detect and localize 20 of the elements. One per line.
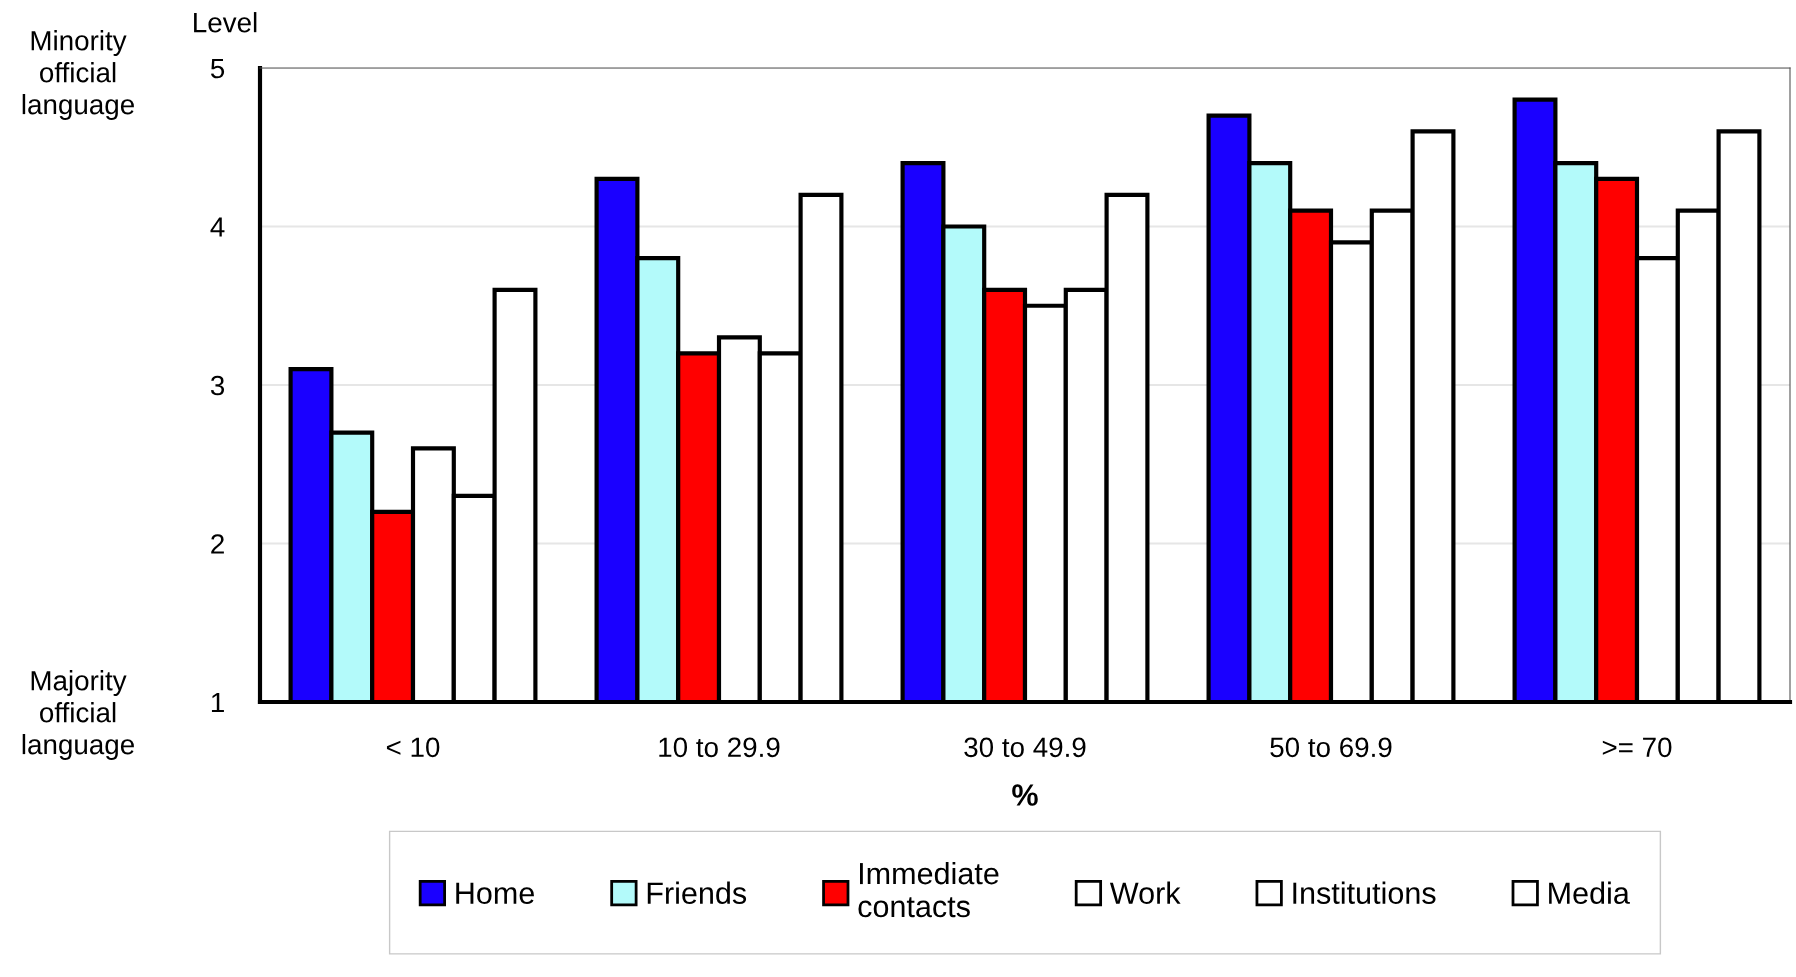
legend-label: Home: [456, 882, 534, 905]
x-axis-title: %: [1012, 784, 1038, 806]
legend-label: Immediate contacts: [858, 861, 999, 918]
y-tick-label: 2: [211, 534, 224, 554]
x-tick-label: 10 to 29.9: [659, 737, 780, 758]
x-tick-label: >= 70: [1602, 737, 1672, 758]
y-tick-label: 3: [210, 375, 225, 396]
legend-label: Work: [1109, 881, 1181, 905]
legend-label: Institutions: [1293, 881, 1436, 905]
x-tick-label: 50 to 69.9: [1270, 737, 1392, 758]
y-tick-label: 5: [210, 58, 225, 79]
legend-label: Media: [1549, 881, 1630, 905]
text: Minority official language: [22, 30, 134, 120]
text: Majority official language: [22, 670, 134, 760]
y-tick-label: 1: [211, 692, 224, 713]
legend-label: Friends: [647, 881, 747, 905]
y-tick-label: 4: [210, 217, 225, 237]
x-tick-label: 30 to 49.9: [964, 737, 1086, 758]
y-axis-title: Level: [194, 12, 257, 33]
x-tick-label: < 10: [386, 737, 440, 758]
